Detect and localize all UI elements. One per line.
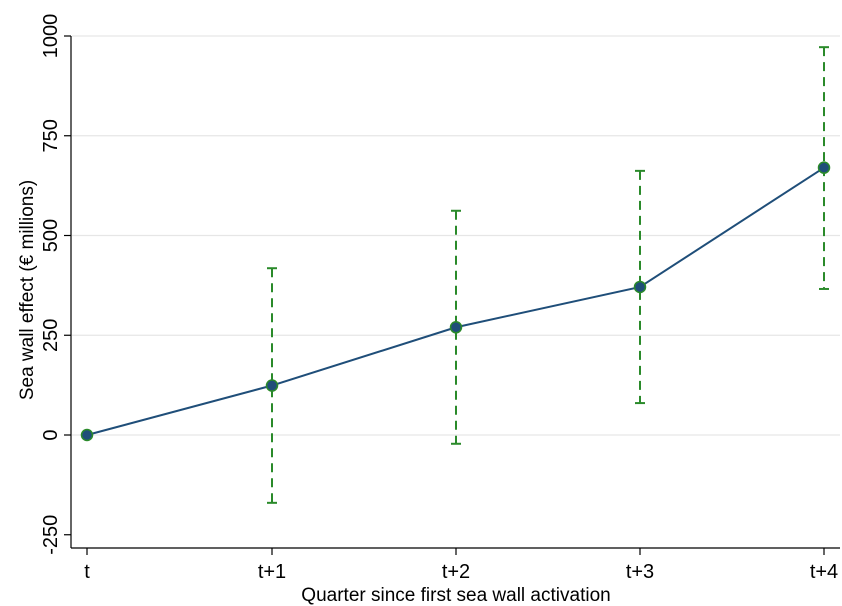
grid-lines bbox=[72, 35, 840, 436]
data-point bbox=[633, 280, 647, 294]
y-ticks: -250 0 250 500 750 1000 bbox=[40, 14, 71, 555]
data-point bbox=[449, 321, 463, 334]
x-tick-label: t+3 bbox=[626, 561, 654, 583]
y-tick-label: 500 bbox=[40, 219, 62, 252]
data-point bbox=[265, 379, 279, 392]
x-ticks: t t+1 t+2 t+3 t+4 bbox=[84, 548, 838, 583]
y-tick-label: 0 bbox=[40, 429, 62, 440]
x-tick-label: t+1 bbox=[258, 561, 286, 583]
x-tick-label: t+4 bbox=[810, 561, 838, 583]
x-axis-title: Quarter since first sea wall activation bbox=[301, 585, 610, 606]
data-point bbox=[80, 428, 94, 442]
data-point bbox=[817, 161, 831, 174]
y-tick-label: 250 bbox=[40, 319, 62, 352]
y-axis-title: Sea wall effect (€ millions) bbox=[17, 180, 38, 400]
x-tick-label: t+2 bbox=[442, 561, 470, 583]
series bbox=[80, 161, 831, 442]
y-tick-label: 750 bbox=[40, 119, 62, 152]
y-tick-label: -250 bbox=[40, 515, 62, 555]
x-tick-label: t bbox=[84, 561, 90, 583]
y-tick-label: 1000 bbox=[40, 14, 62, 59]
